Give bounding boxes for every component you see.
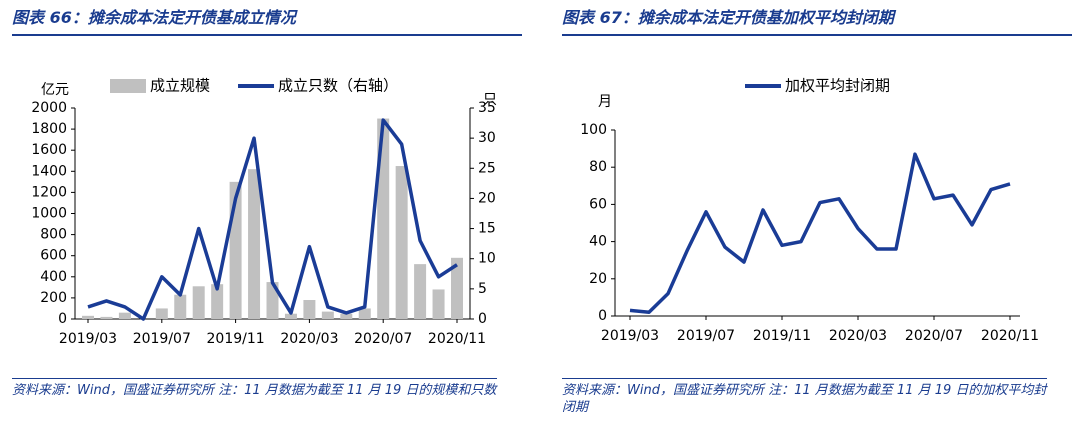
bar (321, 311, 334, 319)
line-series (629, 152, 1011, 315)
line-series (87, 118, 458, 321)
bar (432, 289, 445, 319)
bar (266, 282, 279, 319)
y2-tick-label: 25 (478, 160, 496, 176)
x-tick-label: 2019/11 (753, 328, 811, 344)
bar (100, 316, 113, 319)
y2-tick-label: 10 (478, 251, 496, 267)
x-tick-label: 2020/07 (354, 331, 412, 347)
bar (414, 264, 427, 319)
x-tick-label: 2020/03 (829, 328, 887, 344)
source-note: 资料来源：Wind，国盛证券研究所 注：11 月数据为截至 11 月 19 日的… (562, 378, 1047, 416)
bar (248, 169, 261, 319)
y-tick-label: 1400 (31, 163, 67, 179)
bar (211, 284, 224, 319)
y-tick-label: 100 (580, 122, 607, 138)
source-note: 资料来源：Wind，国盛证券研究所 注：11 月数据为截至 11 月 19 日的… (12, 378, 497, 399)
y-tick-label: 2000 (31, 100, 67, 116)
y-tick-label: 60 (589, 196, 607, 212)
x-tick-label: 2019/07 (677, 328, 735, 344)
y2-axis-label: 只 (483, 92, 497, 108)
y2-tick-label: 35 (478, 100, 496, 116)
y-tick-label: 1600 (31, 142, 67, 158)
chart-title: 图表 67：摊余成本法定开债基加权平均封闭期 (562, 4, 1072, 36)
bar (377, 118, 390, 319)
legend-swatch (110, 79, 146, 93)
y-tick-label: 800 (40, 227, 67, 243)
y2-tick-label: 5 (478, 281, 487, 297)
y-tick-label: 1800 (31, 121, 67, 137)
bar (451, 257, 463, 319)
y2-tick-label: 20 (478, 190, 496, 206)
legend-label: 加权平均封闭期 (785, 77, 890, 95)
x-tick-label: 2019/07 (133, 331, 191, 347)
x-tick-label: 2019/11 (207, 331, 265, 347)
bar (174, 294, 187, 319)
x-tick-label: 2020/03 (280, 331, 338, 347)
legend-label: 成立只数（右轴） (278, 77, 398, 95)
y-tick-label: 40 (589, 234, 607, 250)
bar (303, 300, 316, 319)
bar (82, 315, 94, 319)
y-tick-label: 400 (40, 269, 67, 285)
y2-tick-label: 15 (478, 221, 496, 237)
bar (340, 313, 353, 319)
bar (155, 308, 168, 319)
y-tick-label: 0 (58, 311, 67, 327)
x-tick-label: 2020/11 (981, 328, 1039, 344)
y-axis-label: 亿元 (41, 82, 69, 98)
legend-label: 成立规模 (150, 77, 210, 95)
y-tick-label: 200 (40, 290, 67, 306)
y-tick-label: 20 (589, 271, 607, 287)
x-tick-label: 2019/03 (601, 328, 659, 344)
y-tick-label: 600 (40, 248, 67, 264)
bar (118, 312, 131, 319)
y2-tick-label: 30 (478, 130, 496, 146)
bar (395, 166, 408, 319)
y-tick-label: 1000 (31, 206, 67, 222)
chart-title: 图表 66：摊余成本法定开债基成立情况 (12, 4, 522, 36)
x-tick-label: 2020/07 (905, 328, 963, 344)
bar (192, 286, 205, 319)
y2-tick-label: 0 (478, 311, 487, 327)
y-tick-label: 80 (589, 159, 607, 175)
bar (358, 308, 371, 319)
x-tick-label: 2020/11 (428, 331, 486, 347)
y-tick-label: 0 (598, 308, 607, 324)
x-tick-label: 2019/03 (59, 331, 117, 347)
y-axis-label: 月 (598, 94, 612, 110)
bar (284, 313, 297, 319)
y-tick-label: 1200 (31, 184, 67, 200)
